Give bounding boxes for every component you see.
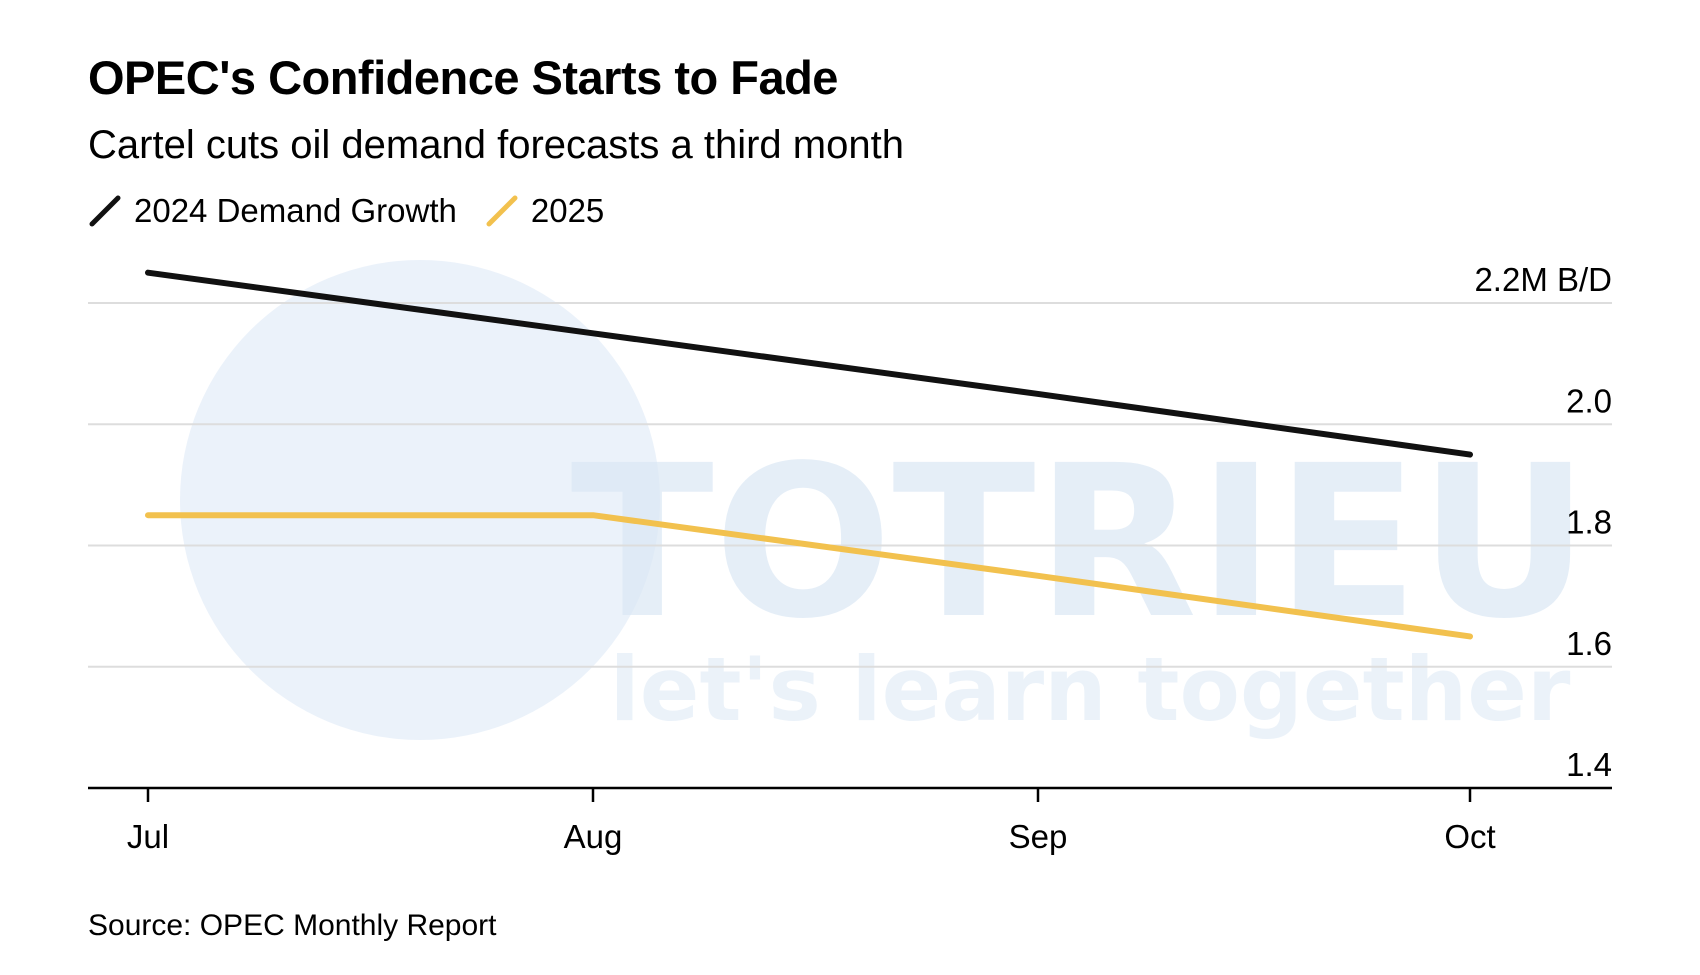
x-tick-label: Sep <box>1009 818 1068 855</box>
legend-item-2025: 2025 <box>485 192 604 230</box>
x-tick-label: Jul <box>127 818 169 855</box>
chart-subtitle: Cartel cuts oil demand forecasts a third… <box>88 123 904 167</box>
legend-label-2025: 2025 <box>530 192 605 229</box>
chart-legend: 2024 Demand Growth 2025 <box>88 191 632 231</box>
legend-swatch-2024 <box>89 195 121 227</box>
watermark-brand-text: TOTRIEU <box>571 420 1590 665</box>
y-tick-label: 1.4 <box>1566 746 1612 783</box>
gridlines <box>88 302 1612 668</box>
series-lines <box>145 269 1473 640</box>
x-tick-label: Aug <box>564 818 623 855</box>
legend-label-2024: 2024 Demand Growth <box>134 192 457 229</box>
legend-item-2024: 2024 Demand Growth <box>88 192 457 230</box>
y-tick-label: 1.6 <box>1566 625 1612 662</box>
y-tick-label: 1.8 <box>1566 504 1612 541</box>
x-axis: Jul Aug Sep Oct <box>88 786 1612 855</box>
chart-title: OPEC's Confidence Starts to Fade <box>88 51 838 104</box>
y-tick-label: 2.2M B/D <box>1474 261 1612 298</box>
watermark: TOTRIEU let's learn together <box>180 260 1589 741</box>
y-tick-label: 2.0 <box>1566 382 1612 419</box>
series-line-2024 <box>145 269 1473 458</box>
watermark-logo-circle <box>180 260 660 740</box>
source-note: Source: OPEC Monthly Report <box>88 909 497 942</box>
series-line-2025 <box>145 512 1473 640</box>
legend-swatch-2025 <box>486 195 518 227</box>
y-axis-ticks: 1.4 1.6 1.8 2.0 2.2M B/D <box>1474 261 1612 783</box>
watermark-tagline-text: let's learn together <box>610 638 1571 741</box>
x-tick-label: Oct <box>1444 818 1495 855</box>
